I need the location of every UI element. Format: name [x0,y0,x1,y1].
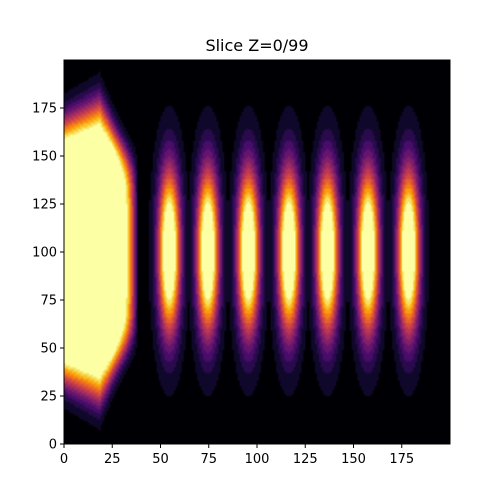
x-tick-label: 0 [60,452,68,467]
x-tick-label: 175 [389,452,414,467]
x-tick-label: 50 [152,452,169,467]
y-tick-label: 25 [40,390,57,405]
y-tick-label: 125 [32,198,57,213]
chart-title: Slice Z=0/99 [205,36,308,55]
x-tick-label: 125 [293,452,318,467]
x-tick-label: 75 [200,452,217,467]
x-tick-label: 25 [104,452,121,467]
y-tick-label: 150 [32,150,57,165]
heatmap-image [64,60,450,444]
y-tick-label: 175 [32,102,57,117]
y-tick-label: 100 [32,246,57,261]
x-tick-label: 150 [341,452,366,467]
x-tick-label: 100 [245,452,270,467]
y-tick-label: 50 [40,342,57,357]
y-tick-label: 0 [49,438,57,453]
x-axis: 0 25 50 75 100 125 150 175 [60,444,414,467]
y-axis: 0 25 50 75 100 125 150 175 [32,102,64,453]
y-tick-label: 75 [40,294,57,309]
